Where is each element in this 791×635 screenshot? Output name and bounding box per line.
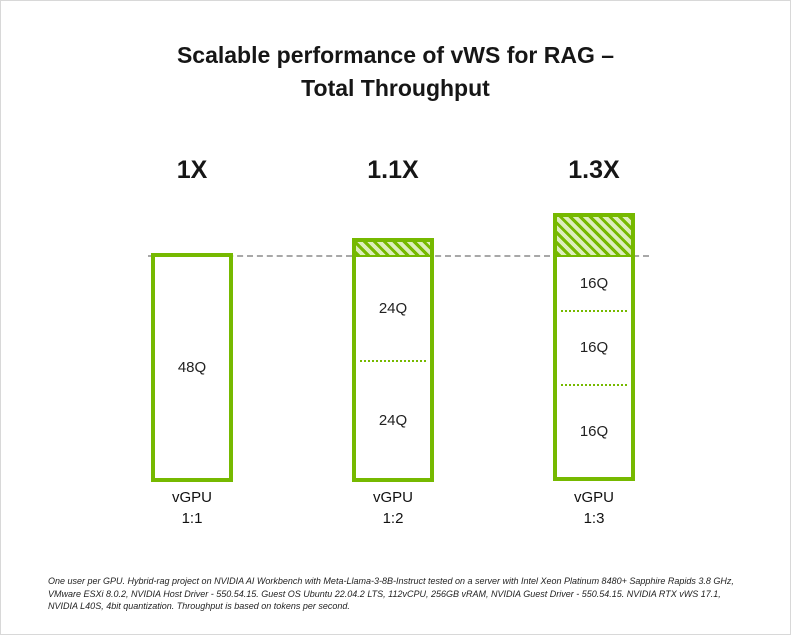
multiplier-label-1x: 1X — [176, 156, 208, 184]
hatched-overflow-region — [557, 217, 631, 257]
category-line2: 1:2 — [382, 510, 404, 527]
chart-title-line1: Scalable performance of vWS for RAG – — [176, 42, 615, 68]
throughput-bar-vgpu-1-3: 16Q 16Q 16Q — [553, 213, 635, 481]
bar-segment: 16Q — [579, 275, 609, 292]
category-line1: vGPU — [372, 489, 413, 506]
category-line2: 1:3 — [583, 510, 605, 527]
throughput-bar-vgpu-1-1: 48Q — [151, 253, 233, 482]
category-line1: vGPU — [171, 489, 212, 506]
bar-segment: 16Q — [579, 422, 609, 440]
category-line1: vGPU — [573, 489, 614, 506]
chart-title-line2: Total Throughput — [301, 75, 490, 101]
category-label-vgpu-1-3: vGPU 1:3 — [553, 487, 635, 529]
bar-segment: 48Q — [177, 359, 207, 376]
segment-divider — [360, 360, 426, 363]
bar-segment: 24Q — [378, 411, 408, 429]
throughput-bar-vgpu-1-2: 24Q 24Q — [352, 238, 434, 482]
category-label-vgpu-1-1: vGPU 1:1 — [151, 487, 233, 529]
hatched-overflow-region — [356, 242, 430, 257]
multiplier-label-1-1x: 1.1X — [367, 156, 419, 184]
segment-divider — [561, 383, 627, 386]
footnote-text: One user per GPU. Hybrid-rag project on … — [48, 576, 734, 611]
segment-divider — [561, 310, 627, 313]
category-line2: 1:1 — [181, 510, 203, 527]
bar-segment: 24Q — [378, 300, 408, 318]
bar-segment: 16Q — [579, 339, 609, 357]
chart-title: Scalable performance of vWS for RAG – To… — [1, 39, 790, 105]
category-label-vgpu-1-2: vGPU 1:2 — [352, 487, 434, 529]
multiplier-label-1-3x: 1.3X — [568, 156, 620, 184]
